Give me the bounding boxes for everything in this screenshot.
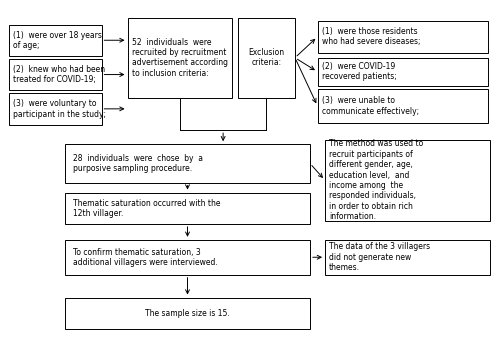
Text: (3)  were unable to
communicate effectively;: (3) were unable to communicate effective…: [322, 96, 418, 116]
FancyBboxPatch shape: [318, 58, 488, 86]
FancyBboxPatch shape: [65, 193, 310, 224]
Text: 28  individuals  were  chose  by  a
purposive sampling procedure.: 28 individuals were chose by a purposive…: [72, 154, 202, 173]
FancyBboxPatch shape: [325, 240, 490, 275]
FancyBboxPatch shape: [318, 21, 488, 52]
Text: (1)  were those residents
who had severe diseases;: (1) were those residents who had severe …: [322, 27, 420, 47]
FancyBboxPatch shape: [65, 144, 310, 183]
FancyBboxPatch shape: [9, 59, 102, 90]
FancyBboxPatch shape: [65, 240, 310, 275]
Text: Exclusion
criteria:: Exclusion criteria:: [248, 48, 284, 68]
Text: (2)  were COVID-19
recovered patients;: (2) were COVID-19 recovered patients;: [322, 62, 396, 82]
FancyBboxPatch shape: [9, 93, 102, 125]
Text: (3)  were voluntary to
participant in the study;: (3) were voluntary to participant in the…: [13, 99, 106, 119]
Text: The method was used to
recruit participants of
different gender, age,
education : The method was used to recruit participa…: [329, 139, 423, 221]
Text: (1)  were over 18 years
of age;: (1) were over 18 years of age;: [13, 30, 102, 50]
Text: (2)  knew who had been
treated for COVID-19;: (2) knew who had been treated for COVID-…: [13, 65, 105, 84]
Text: The data of the 3 villagers
did not generate new
themes.: The data of the 3 villagers did not gene…: [329, 242, 430, 272]
FancyBboxPatch shape: [318, 89, 488, 123]
FancyBboxPatch shape: [9, 25, 102, 56]
FancyBboxPatch shape: [128, 18, 232, 98]
Text: To confirm thematic saturation, 3
additional villagers were interviewed.: To confirm thematic saturation, 3 additi…: [72, 247, 217, 267]
Text: Thematic saturation occurred with the
12th villager.: Thematic saturation occurred with the 12…: [72, 198, 220, 218]
FancyBboxPatch shape: [238, 18, 295, 98]
FancyBboxPatch shape: [325, 140, 490, 220]
Text: 52  individuals  were
recruited by recruitment
advertisement according
to inclus: 52 individuals were recruited by recruit…: [132, 38, 228, 78]
Text: The sample size is 15.: The sample size is 15.: [145, 309, 230, 318]
FancyBboxPatch shape: [65, 298, 310, 329]
